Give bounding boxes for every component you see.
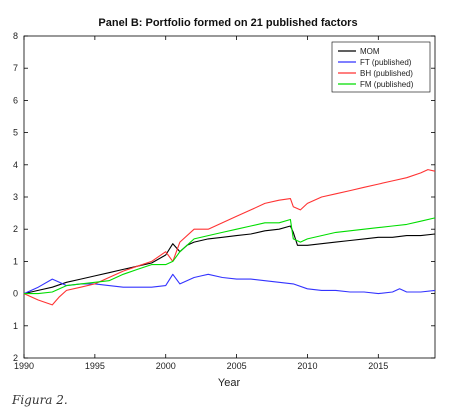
y-axis: 2 1 0 1 2 3 4 5 6 7 8 [13, 31, 435, 363]
y-tick-label: 8 [13, 31, 18, 41]
y-tick-label: 0 [13, 289, 18, 299]
x-tick-label: 1990 [14, 361, 34, 371]
y-tick-label: 1 [13, 321, 18, 331]
series-lines [23, 169, 436, 306]
chart-title: Panel B: Portfolio formed on 21 publishe… [98, 17, 357, 29]
y-tick-label: 3 [13, 192, 18, 202]
legend-label: FT (published) [360, 58, 412, 67]
series-line-mom [23, 225, 436, 295]
y-tick-label: 6 [13, 95, 18, 105]
x-tick-label: 1995 [85, 361, 105, 371]
legend-label: BH (published) [360, 69, 413, 78]
y-tick-label: 5 [13, 128, 18, 138]
y-tick-label: 4 [13, 160, 18, 170]
legend: MOM FT (published) BH (published) FM (publi… [331, 41, 431, 93]
x-tick-label: 2010 [297, 361, 317, 371]
series-line-ft-published [23, 273, 436, 295]
y-tick-label: 2 [13, 353, 18, 363]
chart: Panel B: Portfolio formed on 21 publishe… [13, 17, 436, 389]
x-tick-label: 2015 [368, 361, 388, 371]
figure-caption: Figura 2. [12, 393, 68, 407]
x-tick-label: 2000 [156, 361, 176, 371]
x-tick-label: 2005 [227, 361, 247, 371]
y-tick-label: 2 [13, 224, 18, 234]
series-line-fm-published [24, 217, 436, 295]
series-line-bh-published [23, 169, 436, 306]
x-axis-title: Year [218, 377, 241, 389]
y-tick-label: 7 [13, 63, 18, 73]
legend-label: FM (published) [360, 80, 414, 89]
y-tick-label: 1 [13, 256, 18, 266]
legend-label: MOM [360, 47, 380, 56]
x-axis: 1990 1995 2000 2005 2010 2015 [14, 36, 388, 371]
